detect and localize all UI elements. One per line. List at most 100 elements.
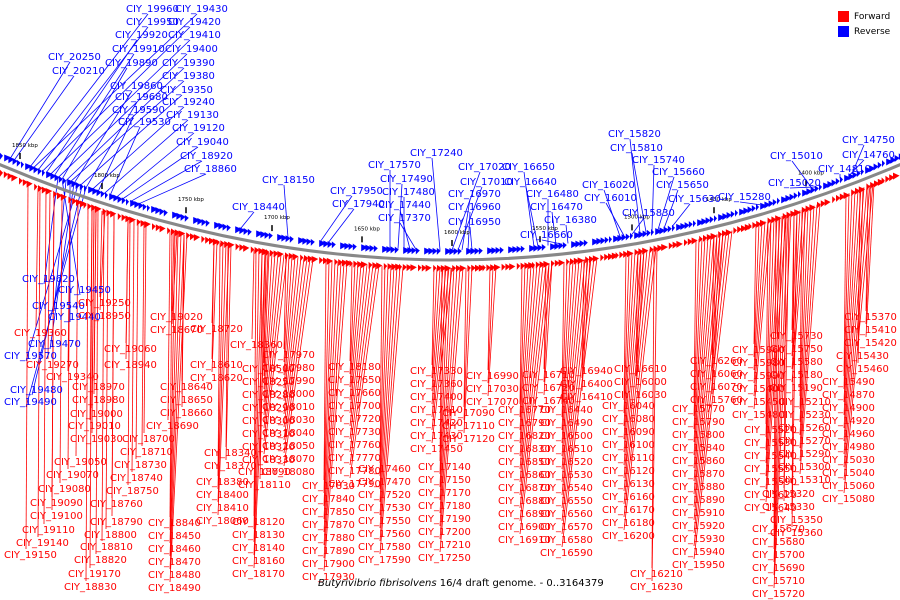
forward-gene-label-leader <box>561 261 568 418</box>
forward-feature-mark <box>3 171 8 179</box>
reverse-gene-label-leader <box>53 53 135 177</box>
reverse-feature-mark <box>42 169 45 177</box>
reverse-feature-mark <box>478 247 483 255</box>
reverse-feature-mark <box>340 242 348 250</box>
forward-feature-mark <box>551 260 555 268</box>
reverse-gene-label: CIY_16480 <box>526 189 579 200</box>
forward-feature-mark <box>767 217 772 225</box>
reverse-feature-mark <box>4 154 12 162</box>
forward-gene-label-leader <box>865 183 875 338</box>
forward-feature-mark <box>615 252 619 260</box>
reverse-feature-mark <box>760 202 768 210</box>
forward-gene-label: CIY_19030 <box>70 434 123 445</box>
forward-gene-label: CIY_18090 <box>238 467 291 478</box>
reverse-gene-label-leader <box>57 53 188 178</box>
forward-gene-label-leader <box>487 266 497 397</box>
forward-gene-label: CIY_16530 <box>540 470 593 481</box>
forward-gene-label-leader <box>283 258 311 454</box>
reverse-feature-mark <box>672 224 675 232</box>
reverse-gene-label: CIY_15830 <box>622 208 675 219</box>
legend-reverse-label: Reverse <box>854 26 891 37</box>
forward-gene-label-leader <box>543 263 550 383</box>
reverse-feature-mark <box>592 238 600 246</box>
reverse-gene-label: CIY_19920 <box>115 30 168 41</box>
forward-gene-label: CIY_17030 <box>466 384 519 395</box>
forward-feature-mark <box>125 215 132 223</box>
forward-gene-label: CIY_18740 <box>110 473 163 484</box>
forward-gene-label-leader <box>439 267 446 475</box>
forward-feature-mark <box>7 172 13 180</box>
forward-feature-mark <box>866 183 870 191</box>
forward-gene-label: CIY_18330 <box>242 455 295 466</box>
forward-gene-label: CIY_18460 <box>148 544 201 555</box>
forward-gene-label-leader <box>765 214 787 503</box>
forward-gene-label-leader <box>753 219 772 410</box>
forward-gene-label: CIY_18280 <box>242 390 295 401</box>
forward-gene-label-leader <box>323 260 327 481</box>
forward-feature-mark <box>102 208 107 216</box>
forward-gene-label-leader <box>791 208 807 383</box>
forward-gene-label: CIY_18660 <box>160 408 213 419</box>
forward-feature-mark <box>809 204 816 212</box>
forward-gene-label-leader <box>799 205 815 449</box>
forward-gene-label: CIY_16120 <box>602 466 655 477</box>
forward-gene-label-leader <box>25 184 29 550</box>
forward-feature-mark <box>543 260 550 268</box>
forward-gene-label: CIY_15890 <box>672 495 725 506</box>
forward-gene-label-leader <box>349 264 368 427</box>
reverse-gene-label: CIY_17570 <box>368 160 421 171</box>
forward-gene-label-leader <box>693 232 724 521</box>
reverse-feature-mark <box>407 247 414 255</box>
reverse-gene-label: CIY_19470 <box>28 339 81 350</box>
forward-feature-mark <box>155 224 161 232</box>
caption-rest: 16/4 draft genome. - 0..3164379 <box>436 578 604 589</box>
reverse-gene-label-leader <box>399 222 417 250</box>
forward-gene-label-leader <box>37 188 41 538</box>
forward-gene-label: CIY_15520 <box>744 425 797 436</box>
forward-feature-mark <box>820 200 826 208</box>
reverse-feature-mark <box>634 232 642 240</box>
forward-gene-label: CIY_15290 <box>778 449 831 460</box>
forward-gene-label-leader <box>463 267 473 434</box>
forward-gene-label: CIY_16170 <box>602 505 655 516</box>
scale-tick-label: 1400 kbp <box>798 170 824 176</box>
forward-gene-label: CIY_15760 <box>690 395 743 406</box>
forward-feature-mark <box>205 236 210 244</box>
forward-gene-label: CIY_17070 <box>466 397 519 408</box>
forward-gene-label-leader <box>349 265 380 479</box>
forward-gene-label-leader <box>263 252 267 364</box>
forward-gene-label: CIY_16820 <box>498 431 551 442</box>
reverse-feature-mark <box>180 213 186 221</box>
forward-gene-label: CIY_16400 <box>560 379 613 390</box>
forward-gene-label-leader <box>773 216 783 550</box>
reverse-gene-label: CIY_16470 <box>530 202 583 213</box>
reverse-feature-mark <box>71 180 78 188</box>
forward-gene-label: CIY_15550 <box>744 464 797 475</box>
reverse-feature-mark <box>583 239 588 247</box>
forward-gene-label-leader <box>431 267 435 366</box>
forward-gene-label: CIY_15910 <box>672 508 725 519</box>
forward-gene-label: CIY_17150 <box>418 475 471 486</box>
reverse-feature-mark <box>323 240 330 248</box>
forward-gene-label: CIY_17880 <box>302 533 355 544</box>
forward-gene-label: CIY_16510 <box>540 444 593 455</box>
scale-tick-label: 1750 kbp <box>178 197 204 203</box>
reverse-feature-mark <box>58 175 63 183</box>
forward-feature-mark <box>258 247 265 255</box>
reverse-feature-mark <box>894 154 900 162</box>
reverse-feature-mark <box>676 223 684 231</box>
reverse-feature-mark <box>751 205 756 213</box>
forward-gene-label: CIY_17660 <box>328 388 381 399</box>
reverse-feature-mark <box>306 238 312 246</box>
forward-gene-label-leader <box>141 223 145 447</box>
reverse-gene-label: CIY_16640 <box>504 177 557 188</box>
forward-gene-label: CIY_16910 <box>498 535 551 546</box>
forward-gene-label: CIY_17930 <box>302 572 355 583</box>
forward-gene-label-leader <box>693 238 700 417</box>
forward-gene-label: CIY_17170 <box>418 488 471 499</box>
forward-gene-label-leader <box>217 244 230 516</box>
forward-gene-label: CIY_18710 <box>120 447 173 458</box>
reverse-feature-mark <box>256 230 264 238</box>
forward-gene-label: CIY_15920 <box>672 521 725 532</box>
forward-feature-mark <box>402 263 407 271</box>
